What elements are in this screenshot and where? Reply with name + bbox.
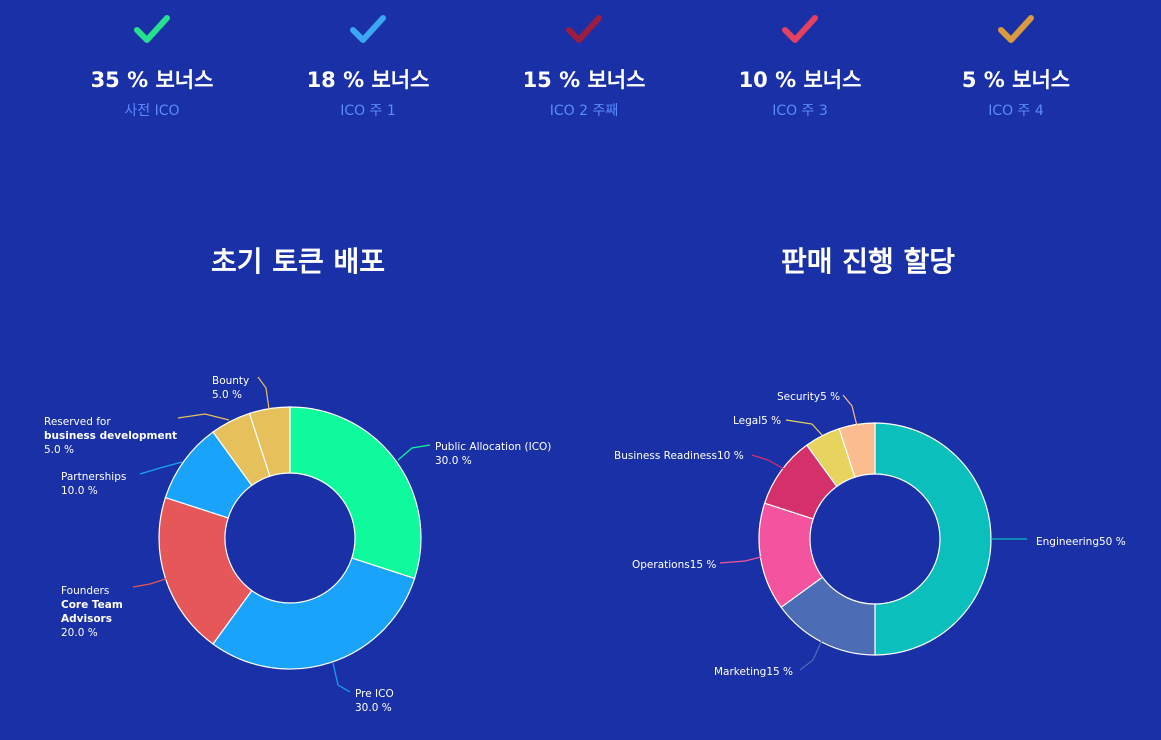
check-icon-stroke — [134, 15, 170, 43]
leader-line-operations15 — [719, 556, 762, 564]
bonus-percent: 10 % 보너스 — [738, 68, 862, 92]
check-icon-stroke — [566, 15, 602, 43]
slice-label-public-allocation-ico: Public Allocation (ICO) 30.0 % — [435, 441, 551, 467]
donut-slice-pre-ico — [212, 557, 416, 670]
check-icon-stroke — [782, 15, 818, 43]
slice-label-line: Security5 % — [777, 391, 840, 403]
bonus-stage: ICO 주 4 — [988, 103, 1044, 119]
leader-line-bounty — [257, 376, 270, 410]
sale-allocation-title: 판매 진행 할당 — [780, 245, 956, 278]
leader-line-legal5 — [785, 419, 823, 436]
check-icon — [998, 15, 1034, 43]
donut-slice-security5 — [838, 422, 876, 478]
slice-label-line: Reserved for — [44, 416, 111, 428]
slice-label-line: 10.0 % — [61, 485, 98, 497]
leader-line-founders — [132, 576, 173, 588]
slice-label-bounty: Bounty 5.0 % — [212, 375, 249, 401]
slice-label-security5: Security5 % — [777, 391, 840, 403]
check-icon — [566, 15, 602, 43]
slice-label-pre-ico: Pre ICO 30.0 % — [355, 688, 394, 714]
slice-label-line: Founders — [61, 585, 109, 597]
donut-slice-bounty — [248, 406, 291, 477]
slice-label-line: Core Team — [61, 599, 123, 611]
slice-label-line: 5.0 % — [212, 389, 242, 401]
leader-line-pre-ico — [332, 662, 351, 693]
slice-label-line: 5.0 % — [44, 444, 74, 456]
slice-label-founders: Founders Core Team Advisors 20.0 % — [61, 585, 123, 639]
bonus-item-presale: 35 % 보너스 사전 ICO — [52, 12, 252, 120]
bonus-stage: 사전 ICO — [124, 103, 180, 119]
bonus-item-week4: 5 % 보너스 ICO 주 4 — [916, 12, 1116, 120]
slice-label-operations15: Operations15 % — [632, 559, 716, 571]
bonus-item-week2: 15 % 보너스 ICO 2 주째 — [484, 12, 684, 120]
bonus-percent: 5 % 보너스 — [961, 68, 1071, 92]
slice-label-line: Marketing15 % — [714, 666, 793, 678]
check-icon-stroke — [350, 15, 386, 43]
slice-label-business-readiness10: Business Readiness10 % — [614, 450, 744, 462]
check-icon — [782, 15, 818, 43]
slice-label-line: Bounty — [212, 375, 249, 387]
slice-label-line: 20.0 % — [61, 627, 98, 639]
bonus-stage: ICO 주 3 — [772, 103, 828, 119]
leader-line-marketing15 — [799, 639, 823, 671]
bonus-percent: 35 % 보너스 — [90, 68, 214, 92]
bonus-stage: ICO 주 1 — [340, 103, 396, 119]
slice-label-partnerships: Partnerships 10.0 % — [61, 471, 126, 497]
slice-label-engineering50: Engineering50 % — [1036, 536, 1126, 548]
check-icon — [134, 15, 170, 43]
slice-label-line: Operations15 % — [632, 559, 716, 571]
sale-allocation-donut: Engineering50 % Marketing15 % Operations15… — [614, 391, 1126, 678]
bonus-item-week1: 18 % 보너스 ICO 주 1 — [268, 12, 468, 120]
slice-label-line: Advisors — [61, 613, 112, 625]
slice-label-line: 30.0 % — [435, 455, 472, 467]
leader-line-security5 — [842, 394, 858, 427]
leader-line-business-readiness10 — [751, 454, 787, 471]
slice-label-legal5: Legal5 % — [733, 415, 781, 427]
slice-label-line: 30.0 % — [355, 702, 392, 714]
slice-label-line: Business Readiness10 % — [614, 450, 744, 462]
bonus-row: 35 % 보너스 사전 ICO 18 % 보너스 ICO 주 1 15 % 보너… — [0, 0, 1161, 140]
slice-label-line: business development — [44, 430, 177, 442]
leader-line-partnerships — [139, 461, 183, 475]
slice-label-line: Pre ICO — [355, 688, 394, 700]
slice-label-marketing15: Marketing15 % — [714, 666, 793, 678]
slice-label-line: Legal5 % — [733, 415, 781, 427]
leader-line-reserved-for — [177, 413, 230, 421]
slice-label-line: Engineering50 % — [1036, 536, 1126, 548]
token-distribution-donut: Public Allocation (ICO) 30.0 % Pre ICO 30.0… — [44, 375, 551, 714]
bonus-percent: 18 % 보너스 — [306, 68, 430, 92]
slice-label-reserved-for: Reserved for business development 5.0 % — [44, 416, 177, 456]
donut-slice-public-allocation-ico — [289, 406, 422, 580]
check-icon-stroke — [998, 15, 1034, 43]
donut-slice-founders — [158, 496, 253, 645]
slice-label-line: Partnerships — [61, 471, 126, 483]
token-distribution-title: 초기 토큰 배포 — [210, 245, 386, 278]
bonus-percent: 15 % 보너스 — [522, 68, 646, 92]
bonus-stage: ICO 2 주째 — [549, 103, 619, 119]
slice-label-line: Public Allocation (ICO) — [435, 441, 551, 453]
donut-slice-engineering50 — [874, 422, 992, 656]
leader-line-public-allocation-ico — [397, 444, 431, 461]
bonus-item-week3: 10 % 보너스 ICO 주 3 — [700, 12, 900, 120]
check-icon — [350, 15, 386, 43]
